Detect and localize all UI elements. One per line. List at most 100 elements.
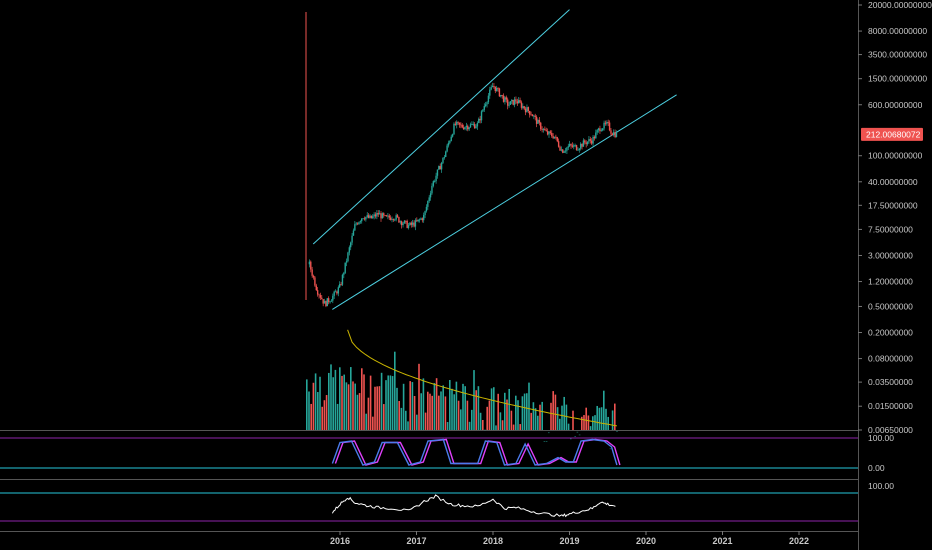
candle-body	[468, 127, 470, 130]
candle-body	[529, 111, 531, 115]
candle-body	[344, 262, 346, 273]
candle-body	[596, 130, 598, 133]
volume-bar	[537, 415, 539, 430]
volume-bar	[468, 421, 471, 430]
candle-body	[394, 219, 396, 221]
price-pane[interactable]	[0, 9, 858, 450]
candle-body	[359, 221, 362, 223]
candle-body	[460, 124, 462, 126]
time-axis[interactable]: 2016 2017 2018 2019 2020 2021 2022	[330, 531, 809, 546]
candle-body	[381, 213, 384, 219]
volume-bar	[319, 376, 321, 430]
volume-bar	[504, 392, 506, 430]
candle-body	[589, 139, 592, 141]
candle-body	[508, 104, 510, 106]
candle-body	[577, 149, 579, 151]
candle-body	[489, 89, 491, 96]
stoch-tick-label: 100.00	[868, 433, 894, 443]
price-tick-label: 600.00000000	[868, 100, 923, 110]
candle-body	[321, 297, 323, 300]
channel-upper-line	[312, 9, 570, 245]
volume-bar	[464, 386, 466, 430]
volume-bar	[581, 416, 583, 430]
volume-bar	[614, 403, 616, 430]
candle-body	[548, 131, 550, 135]
volume-bar	[332, 377, 334, 430]
volume-bar	[438, 395, 440, 430]
candle-body	[399, 221, 401, 223]
volume-bar	[539, 404, 541, 430]
candle-body	[608, 122, 611, 131]
candle-body	[374, 214, 377, 217]
candle-body	[515, 99, 517, 102]
candle-body	[552, 136, 554, 139]
volume-bar	[350, 367, 352, 430]
volume-bar	[515, 395, 517, 430]
stoch-rsi-pane[interactable]	[0, 437, 858, 480]
price-tick-label: 0.00650000	[868, 425, 913, 435]
price-tick-label: 8000.00000000	[868, 26, 927, 36]
candle-body	[363, 218, 366, 220]
candle-body	[326, 298, 329, 307]
candle-body	[409, 222, 411, 226]
candle-body	[522, 106, 524, 108]
candle-body	[516, 101, 519, 104]
volume-bar	[308, 391, 310, 430]
candle-body	[479, 118, 481, 121]
volume-bar	[605, 408, 607, 430]
volume-bar	[548, 432, 550, 434]
candle-body	[475, 126, 477, 129]
volume-bar	[444, 396, 447, 430]
volume-bar	[400, 407, 403, 430]
volume-bar	[603, 390, 605, 430]
current-price-label: 212.00680072	[866, 129, 921, 139]
candle-body	[613, 132, 615, 136]
volume-bar	[411, 382, 414, 430]
volume-bar	[583, 415, 585, 430]
volume-bar	[559, 418, 561, 430]
candle-body	[398, 216, 400, 223]
volume-bar	[343, 374, 345, 430]
volume-bar	[420, 393, 422, 430]
candle-body	[366, 215, 368, 217]
volume-bar	[325, 395, 328, 430]
volume-bar	[561, 405, 563, 430]
volume-bar	[543, 441, 546, 442]
channel-lower-line	[332, 94, 677, 310]
candle-body	[500, 94, 502, 97]
volume-bar	[484, 429, 486, 431]
volume-bar	[372, 416, 374, 430]
volume-bar	[361, 368, 363, 430]
volume-bar	[385, 380, 387, 430]
candle-body	[383, 213, 385, 216]
candle-body	[416, 220, 418, 222]
candle-body	[332, 295, 334, 301]
candle-body	[588, 139, 590, 142]
candle-body	[578, 148, 580, 150]
candle-body	[464, 127, 466, 130]
candle-body	[611, 133, 614, 136]
volume-bar	[578, 434, 581, 436]
volume-bar	[552, 391, 554, 430]
volume-bar	[572, 410, 574, 430]
candle-body	[330, 300, 333, 302]
candle-body	[560, 149, 563, 151]
candle-body	[435, 175, 437, 182]
rsi-tick-label: 100.00	[868, 481, 894, 491]
rsi-pane[interactable]	[0, 492, 858, 532]
volume-bar	[424, 412, 427, 430]
price-axis[interactable]: 20000.00000000 8000.00000000 3500.00000000…	[858, 0, 932, 550]
candle-body	[599, 128, 601, 132]
volume-bar	[570, 438, 572, 440]
candle-body	[531, 114, 534, 117]
volume-bar	[341, 375, 343, 430]
candle-body	[396, 215, 399, 217]
volume-bar	[433, 383, 436, 430]
price-tick-label: 3.00000000	[868, 250, 913, 260]
volume-bar	[383, 404, 385, 430]
candle-body	[592, 136, 594, 144]
volume-bar	[609, 448, 612, 450]
candle-body	[606, 122, 608, 124]
